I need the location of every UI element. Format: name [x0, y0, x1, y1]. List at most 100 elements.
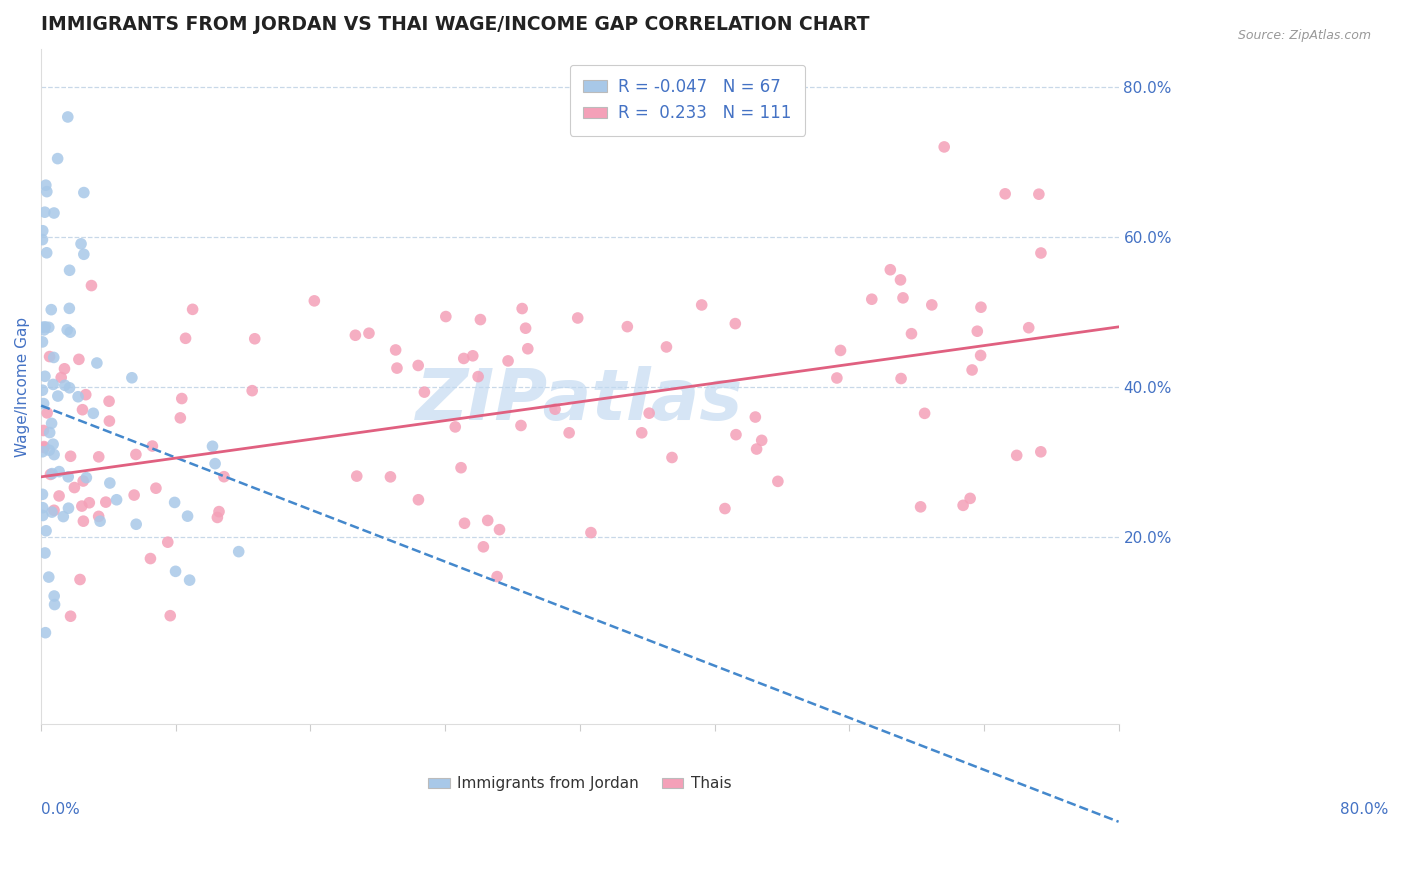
Point: [38, 320, 60, 334]
Point: [952, 499, 974, 513]
Point: [34, 369, 56, 384]
Point: [176, 509, 198, 524]
Point: [156, 535, 179, 549]
Point: [228, 544, 250, 558]
Point: [1029, 246, 1052, 260]
Point: [38, 425, 60, 440]
Point: [450, 460, 472, 475]
Point: [58, 469, 80, 483]
Point: [72, 402, 94, 417]
Point: [31, 487, 53, 501]
Point: [690, 298, 713, 312]
Point: [139, 551, 162, 566]
Point: [751, 434, 773, 448]
Point: [41, 505, 63, 519]
Point: [380, 470, 402, 484]
Point: [467, 369, 489, 384]
Point: [169, 410, 191, 425]
Point: [58, 501, 80, 516]
Point: [67, 390, 90, 404]
Point: [39, 467, 62, 482]
Point: [41, 467, 63, 481]
Point: [714, 501, 737, 516]
Point: [38, 570, 60, 584]
Point: [959, 491, 981, 506]
Point: [159, 608, 181, 623]
Point: [44, 589, 66, 603]
Point: [346, 469, 368, 483]
Point: [34, 546, 56, 560]
Point: [357, 326, 380, 341]
Point: [544, 402, 567, 417]
Point: [59, 325, 82, 339]
Point: [41, 417, 63, 431]
Point: [477, 513, 499, 527]
Point: [35, 524, 58, 538]
Point: [52, 509, 75, 524]
Point: [31, 233, 53, 247]
Point: [53, 378, 76, 392]
Point: [63, 481, 86, 495]
Point: [165, 565, 187, 579]
Point: [46, 389, 69, 403]
Point: [453, 351, 475, 366]
Point: [32, 424, 55, 438]
Point: [496, 354, 519, 368]
Point: [73, 186, 96, 200]
Point: [42, 377, 65, 392]
Point: [516, 342, 538, 356]
Point: [408, 492, 430, 507]
Point: [661, 450, 683, 465]
Point: [966, 324, 988, 338]
Point: [208, 505, 231, 519]
Point: [42, 351, 65, 365]
Point: [879, 262, 901, 277]
Point: [472, 540, 495, 554]
Point: [510, 418, 533, 433]
Point: [89, 514, 111, 528]
Point: [48, 489, 70, 503]
Point: [724, 317, 747, 331]
Point: [406, 359, 429, 373]
Point: [960, 363, 983, 377]
Point: [724, 427, 747, 442]
Point: [32, 396, 55, 410]
Text: 80.0%: 80.0%: [1340, 802, 1388, 817]
Point: [825, 371, 848, 385]
Y-axis label: Wage/Income Gap: Wage/Income Gap: [15, 317, 30, 457]
Point: [42, 503, 65, 517]
Point: [38, 350, 60, 364]
Point: [163, 495, 186, 509]
Point: [94, 495, 117, 509]
Point: [1029, 445, 1052, 459]
Point: [42, 448, 65, 462]
Point: [1005, 449, 1028, 463]
Point: [72, 514, 94, 528]
Text: ZIPatlas: ZIPatlas: [416, 366, 744, 435]
Point: [35, 185, 58, 199]
Point: [204, 457, 226, 471]
Point: [32, 440, 55, 454]
Point: [69, 573, 91, 587]
Point: [240, 384, 263, 398]
Point: [510, 301, 533, 316]
Point: [384, 343, 406, 357]
Point: [921, 298, 943, 312]
Point: [174, 331, 197, 345]
Point: [515, 321, 537, 335]
Point: [655, 340, 678, 354]
Point: [207, 510, 229, 524]
Point: [470, 312, 492, 326]
Point: [59, 450, 82, 464]
Point: [486, 569, 509, 583]
Text: 0.0%: 0.0%: [41, 802, 80, 817]
Point: [212, 469, 235, 483]
Point: [42, 206, 65, 220]
Point: [32, 441, 55, 455]
Point: [59, 609, 82, 624]
Point: [444, 420, 467, 434]
Point: [56, 110, 79, 124]
Point: [558, 425, 581, 440]
Point: [461, 349, 484, 363]
Point: [1018, 320, 1040, 334]
